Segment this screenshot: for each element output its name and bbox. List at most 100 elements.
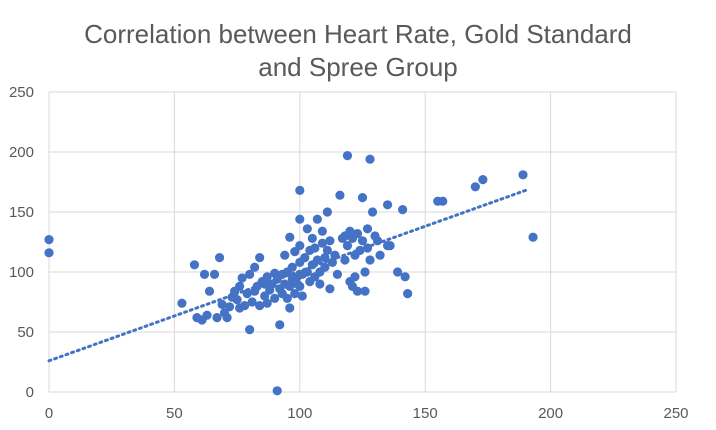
data-point bbox=[237, 273, 247, 283]
y-tick-label: 100 bbox=[9, 264, 34, 281]
data-point bbox=[232, 295, 242, 305]
x-tick-label: 50 bbox=[166, 405, 183, 422]
data-point bbox=[282, 293, 292, 303]
data-point bbox=[315, 279, 325, 289]
data-point bbox=[317, 238, 327, 248]
x-tick-label: 150 bbox=[413, 405, 438, 422]
data-points bbox=[44, 151, 538, 396]
data-point bbox=[242, 289, 252, 299]
data-point bbox=[177, 298, 187, 308]
data-point bbox=[295, 214, 305, 224]
data-point bbox=[295, 185, 305, 195]
data-point bbox=[285, 232, 295, 242]
data-point bbox=[214, 253, 225, 263]
data-point bbox=[362, 224, 373, 234]
data-point bbox=[199, 269, 210, 279]
data-point bbox=[332, 269, 343, 279]
data-point bbox=[250, 262, 260, 272]
data-point bbox=[335, 190, 345, 200]
data-point bbox=[224, 302, 235, 312]
data-point bbox=[312, 214, 322, 224]
y-tick-label: 200 bbox=[9, 144, 34, 161]
data-point bbox=[342, 241, 353, 251]
y-tick-label: 0 bbox=[26, 384, 34, 401]
data-point bbox=[317, 226, 327, 236]
gridlines bbox=[48, 91, 677, 393]
data-point bbox=[295, 281, 305, 291]
data-point bbox=[44, 248, 54, 258]
x-tick-label: 200 bbox=[538, 405, 563, 422]
data-point bbox=[382, 200, 393, 210]
data-point bbox=[300, 253, 310, 263]
data-point bbox=[310, 243, 320, 253]
data-point bbox=[262, 272, 272, 282]
data-point bbox=[345, 226, 355, 236]
data-point bbox=[360, 267, 370, 277]
y-tick-label: 50 bbox=[17, 324, 34, 341]
data-point bbox=[280, 250, 290, 260]
chart-title: Correlation between Heart Rate, Gold Sta… bbox=[0, 18, 716, 84]
data-point bbox=[325, 236, 335, 246]
data-point bbox=[204, 286, 215, 296]
data-point bbox=[355, 245, 365, 255]
data-point bbox=[287, 262, 297, 272]
data-point bbox=[285, 281, 295, 291]
data-point bbox=[290, 289, 300, 299]
data-point bbox=[272, 386, 282, 396]
data-point bbox=[357, 236, 368, 246]
data-point bbox=[327, 257, 338, 267]
data-point bbox=[44, 235, 54, 245]
y-axis-ticks: 0 50 100 150 200 250 bbox=[9, 84, 34, 401]
data-point bbox=[247, 297, 257, 307]
data-point bbox=[350, 272, 360, 282]
data-point bbox=[307, 233, 317, 243]
data-point bbox=[352, 286, 363, 296]
data-point bbox=[235, 281, 245, 291]
data-point bbox=[367, 207, 378, 217]
data-point bbox=[202, 310, 212, 320]
data-point bbox=[217, 299, 227, 309]
data-point bbox=[385, 241, 395, 251]
data-point bbox=[403, 289, 413, 299]
data-point bbox=[245, 325, 255, 335]
data-point bbox=[352, 229, 363, 239]
x-tick-label: 250 bbox=[663, 405, 688, 422]
data-point bbox=[262, 298, 272, 308]
data-point bbox=[322, 207, 332, 217]
data-point bbox=[362, 243, 373, 253]
data-point bbox=[209, 269, 220, 279]
data-point bbox=[330, 250, 340, 260]
chart-title-line-1: Correlation between Heart Rate, Gold Sta… bbox=[84, 19, 632, 49]
data-point bbox=[372, 236, 383, 246]
data-point bbox=[240, 301, 250, 311]
data-point bbox=[295, 241, 305, 251]
data-point bbox=[393, 267, 403, 277]
data-point bbox=[398, 205, 408, 215]
data-point bbox=[342, 151, 353, 161]
data-point bbox=[189, 260, 200, 270]
x-tick-label: 100 bbox=[287, 405, 312, 422]
data-point bbox=[438, 196, 448, 206]
data-point bbox=[325, 284, 335, 294]
data-point bbox=[212, 313, 222, 323]
data-point bbox=[320, 253, 330, 263]
data-point bbox=[255, 301, 265, 311]
data-point bbox=[302, 267, 312, 277]
data-point bbox=[312, 255, 322, 265]
y-tick-label: 250 bbox=[9, 84, 34, 101]
data-point bbox=[375, 250, 385, 260]
x-tick-label: 0 bbox=[45, 405, 53, 422]
data-point bbox=[255, 253, 265, 263]
data-point bbox=[357, 193, 368, 203]
data-point bbox=[365, 154, 375, 164]
data-point bbox=[270, 293, 280, 303]
y-tick-label: 150 bbox=[9, 204, 34, 221]
data-point bbox=[302, 224, 312, 234]
data-point bbox=[518, 170, 528, 180]
data-point bbox=[322, 245, 332, 255]
data-point bbox=[245, 269, 255, 279]
data-point bbox=[478, 175, 488, 185]
data-point bbox=[360, 286, 370, 296]
data-point bbox=[320, 262, 330, 272]
